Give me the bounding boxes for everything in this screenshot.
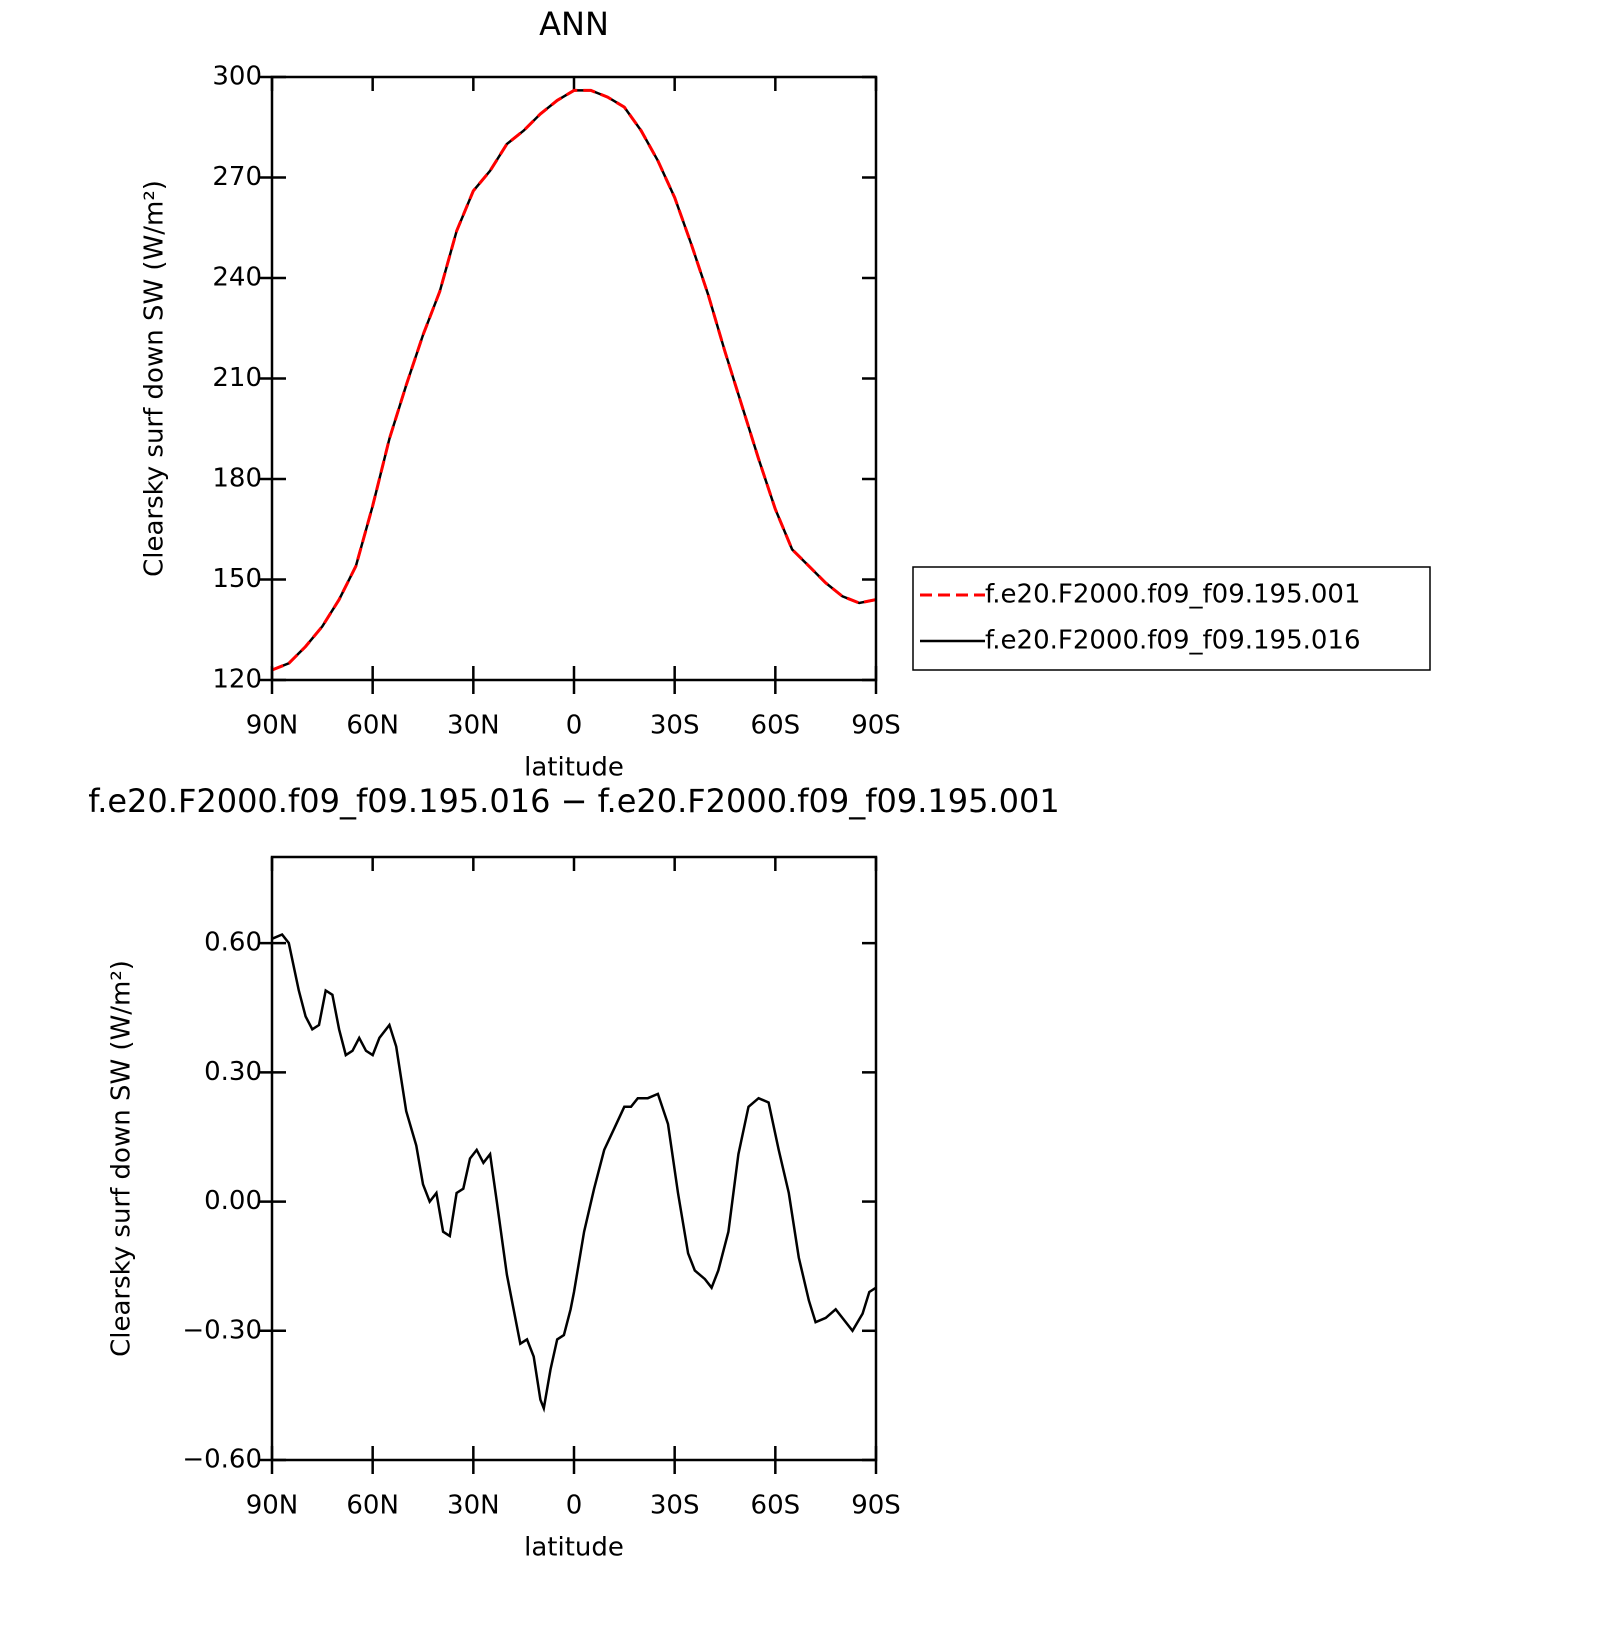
y-tick-label: 120 xyxy=(212,665,262,695)
legend-label: f.e20.F2000.f09_f09.195.016 xyxy=(985,626,1361,656)
x-tick-label: 60N xyxy=(346,711,399,741)
y-tick-label: −0.60 xyxy=(182,1445,262,1475)
y-tick-label: 0.30 xyxy=(204,1057,262,1087)
data-line xyxy=(271,88,877,672)
x-tick-label: 90S xyxy=(851,1491,901,1521)
plot-frame xyxy=(270,855,878,1462)
chart-title: ANN xyxy=(539,5,609,43)
x-tick-label: 60S xyxy=(751,1491,801,1521)
chart-title: f.e20.F2000.f09_f09.195.016 − f.e20.F200… xyxy=(88,782,1060,820)
x-tick-label: 90S xyxy=(851,711,901,741)
y-axis-label: Clearsky surf down SW (W/m²) xyxy=(140,180,170,577)
y-tick-label: 180 xyxy=(212,464,262,494)
x-tick-label: 0 xyxy=(566,1491,583,1521)
y-axis-label: Clearsky surf down SW (W/m²) xyxy=(107,960,137,1357)
legend-label: f.e20.F2000.f09_f09.195.001 xyxy=(985,580,1361,610)
x-tick-label: 60S xyxy=(751,711,801,741)
x-axis-label: latitude xyxy=(524,753,624,783)
y-tick-label: 240 xyxy=(212,263,262,293)
x-tick-label: 30N xyxy=(447,1491,500,1521)
x-tick-label: 30N xyxy=(447,711,500,741)
y-tick-label: 0.60 xyxy=(204,928,262,958)
x-tick-label: 0 xyxy=(566,711,583,741)
legend-box xyxy=(912,566,1431,671)
y-tick-label: 270 xyxy=(212,162,262,192)
x-tick-label: 30S xyxy=(650,711,700,741)
x-tick-label: 60N xyxy=(346,1491,399,1521)
y-tick-label: 0.00 xyxy=(204,1186,262,1216)
y-tick-label: 300 xyxy=(212,62,262,92)
x-tick-label: 30S xyxy=(650,1491,700,1521)
x-axis-label: latitude xyxy=(524,1533,624,1563)
y-tick-label: 150 xyxy=(212,564,262,594)
data-line xyxy=(271,89,877,672)
y-tick-label: 210 xyxy=(212,363,262,393)
x-tick-label: 90N xyxy=(246,1491,299,1521)
y-tick-label: −0.30 xyxy=(182,1315,262,1345)
data-line xyxy=(271,932,877,1413)
x-tick-label: 90N xyxy=(246,711,299,741)
plot-frame xyxy=(270,75,878,682)
